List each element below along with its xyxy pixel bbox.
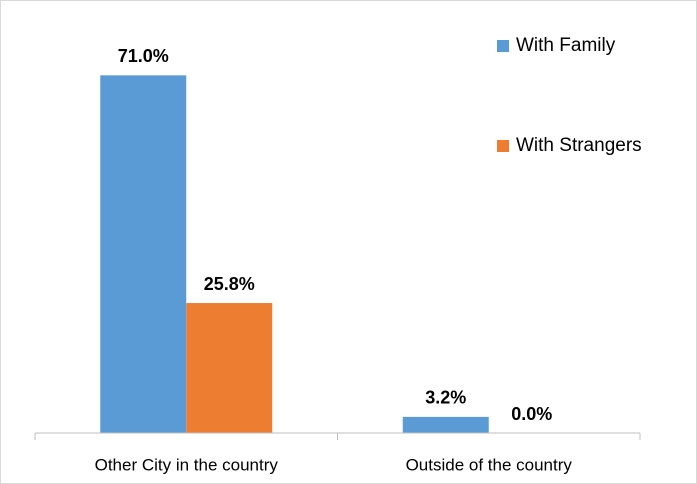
x-tick-label: Other City in the country — [95, 455, 279, 474]
legend-swatch — [497, 40, 509, 52]
data-label: 71.0% — [118, 46, 169, 66]
data-label: 3.2% — [425, 388, 466, 408]
x-tick-label: Outside of the country — [406, 455, 573, 474]
legend-label: With Strangers — [516, 135, 642, 156]
legend-swatch — [497, 140, 509, 152]
bar — [186, 303, 273, 433]
data-label: 25.8% — [204, 274, 255, 294]
bar — [402, 416, 489, 433]
data-label: 0.0% — [511, 404, 552, 424]
bar — [100, 75, 187, 434]
legend-label: With Family — [516, 35, 616, 56]
